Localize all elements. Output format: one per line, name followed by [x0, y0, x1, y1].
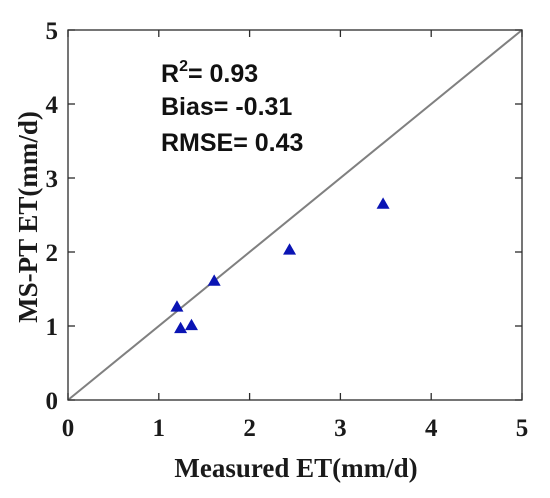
y-tick-label: 2	[46, 240, 59, 267]
triangle-data-point	[184, 318, 198, 331]
x-tick-label: 4	[425, 415, 438, 442]
x-tick-label: 5	[516, 415, 529, 442]
x-axis-title: Measured ET(mm/d)	[174, 453, 417, 483]
one-to-one-line	[67, 29, 523, 401]
y-axis-title: MS-PT ET(mm/d)	[13, 111, 43, 323]
data-points	[170, 197, 390, 334]
bias-annotation: Bias= -0.31	[161, 93, 292, 121]
y-tick-label: 4	[46, 92, 59, 119]
triangle-data-point	[283, 243, 297, 255]
y-axis-ticks: 0 1 2 3 4 5	[46, 18, 522, 415]
x-tick-label: 3	[334, 415, 347, 442]
x-tick-label: 0	[62, 415, 75, 442]
triangle-data-point	[376, 197, 390, 209]
r-squared-superscript: 2	[179, 58, 188, 75]
x-tick-label: 2	[243, 415, 256, 442]
y-tick-label: 1	[46, 314, 59, 341]
plot-area-frame	[67, 29, 523, 401]
r-squared-letter: R	[161, 60, 179, 88]
x-axis-ticks: 0 1 2 3 4 5	[62, 30, 529, 442]
triangle-data-point	[174, 321, 188, 334]
x-tick-label: 1	[153, 415, 166, 442]
triangle-data-point	[207, 274, 221, 286]
r-squared-annotation: R2= 0.93	[161, 58, 258, 88]
r-squared-value: = 0.93	[188, 60, 258, 88]
y-tick-label: 3	[46, 166, 59, 193]
y-tick-label: 0	[46, 388, 59, 415]
y-tick-label: 5	[46, 18, 59, 45]
rmse-annotation: RMSE= 0.43	[161, 129, 303, 157]
triangle-data-point	[170, 300, 184, 312]
